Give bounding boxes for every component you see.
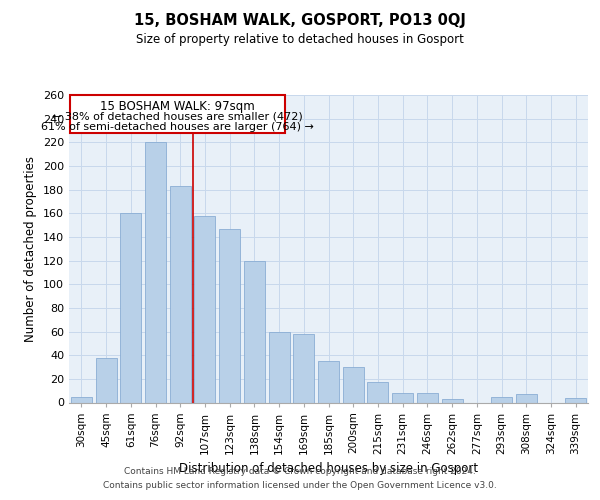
Text: 15 BOSHAM WALK: 97sqm: 15 BOSHAM WALK: 97sqm [100, 100, 255, 112]
Bar [269, 332, 290, 402]
X-axis label: Distribution of detached houses by size in Gosport: Distribution of detached houses by size … [179, 462, 478, 475]
Text: 61% of semi-detached houses are larger (764) →: 61% of semi-detached houses are larger (… [41, 122, 314, 132]
Bar [318, 361, 339, 403]
Bar [95, 358, 116, 403]
Text: Size of property relative to detached houses in Gosport: Size of property relative to detached ho… [136, 32, 464, 46]
Bar [516, 394, 537, 402]
Bar [120, 214, 141, 402]
Y-axis label: Number of detached properties: Number of detached properties [25, 156, 37, 342]
Bar [392, 393, 413, 402]
Bar [219, 228, 240, 402]
Bar [170, 186, 191, 402]
Bar [565, 398, 586, 402]
Bar [343, 367, 364, 402]
Bar [367, 382, 388, 402]
Bar [442, 399, 463, 402]
Text: ← 38% of detached houses are smaller (472): ← 38% of detached houses are smaller (47… [52, 112, 303, 122]
Text: 15, BOSHAM WALK, GOSPORT, PO13 0QJ: 15, BOSHAM WALK, GOSPORT, PO13 0QJ [134, 12, 466, 28]
Bar [417, 393, 438, 402]
Bar [293, 334, 314, 402]
Bar [491, 396, 512, 402]
Text: Contains HM Land Registry data © Crown copyright and database right 2024.: Contains HM Land Registry data © Crown c… [124, 468, 476, 476]
Bar [71, 396, 92, 402]
Bar [145, 142, 166, 402]
Bar [194, 216, 215, 402]
Bar [244, 260, 265, 402]
Text: Contains public sector information licensed under the Open Government Licence v3: Contains public sector information licen… [103, 481, 497, 490]
FancyBboxPatch shape [70, 95, 285, 133]
